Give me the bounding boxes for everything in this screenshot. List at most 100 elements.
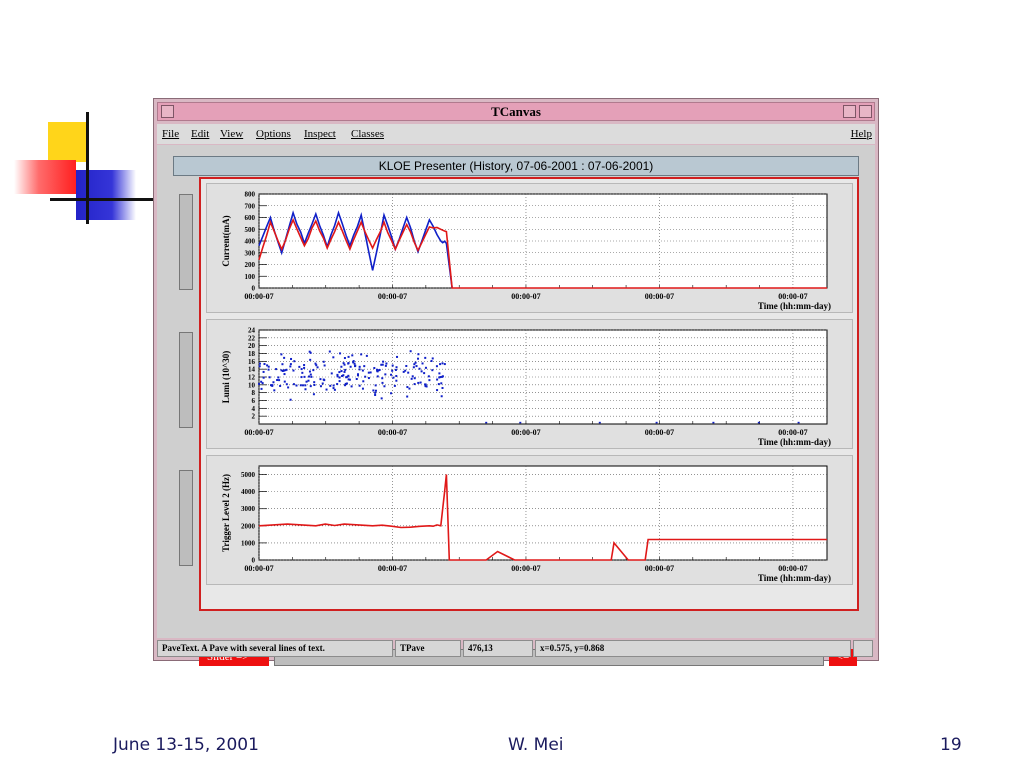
data-point bbox=[299, 384, 302, 387]
menu-edit[interactable]: Edit bbox=[191, 128, 210, 140]
menu-options[interactable]: Options bbox=[256, 128, 291, 140]
series-line bbox=[258, 217, 827, 289]
data-point bbox=[347, 362, 350, 365]
data-point bbox=[405, 364, 408, 367]
data-point bbox=[431, 357, 434, 360]
data-point bbox=[285, 368, 288, 371]
data-point bbox=[355, 377, 358, 380]
decor-blue-square bbox=[76, 170, 136, 220]
window-menu-button[interactable] bbox=[161, 105, 174, 118]
data-point bbox=[263, 363, 266, 366]
data-point bbox=[307, 375, 310, 378]
data-point bbox=[260, 387, 263, 390]
y-tick-label: 20 bbox=[248, 342, 256, 350]
decor-horizontal-line bbox=[50, 198, 154, 201]
data-point bbox=[436, 389, 439, 392]
trigger-chart: 00:00-07 00:00-07 00:00-07 00:00-07 00:00-07… bbox=[221, 465, 831, 583]
data-point bbox=[344, 368, 347, 371]
trigger-pad[interactable]: 00:00-07 00:00-07 00:00-07 00:00-07 00:00-07… bbox=[206, 455, 853, 585]
data-point bbox=[365, 354, 368, 357]
data-point bbox=[315, 364, 318, 367]
data-point bbox=[289, 365, 292, 368]
pad-slider-3[interactable] bbox=[179, 470, 193, 566]
x-tick-label: 00:00-07 bbox=[511, 292, 540, 301]
data-point bbox=[261, 382, 264, 385]
data-point bbox=[424, 385, 427, 388]
data-point bbox=[406, 386, 409, 389]
data-point bbox=[314, 362, 317, 365]
data-point bbox=[273, 389, 276, 392]
data-point bbox=[285, 383, 288, 386]
data-point bbox=[390, 373, 393, 376]
data-point bbox=[266, 364, 269, 367]
data-point bbox=[420, 370, 423, 373]
data-point bbox=[425, 385, 428, 388]
data-point bbox=[415, 365, 418, 368]
resize-grip-icon[interactable] bbox=[853, 640, 873, 657]
data-point bbox=[354, 365, 357, 368]
data-point bbox=[367, 377, 370, 380]
data-point bbox=[348, 378, 351, 381]
data-point bbox=[275, 368, 278, 371]
data-point bbox=[369, 371, 372, 374]
data-point bbox=[333, 388, 336, 391]
lumi-pad[interactable]: 00:00-07 00:00-07 00:00-07 00:00-07 00:00-07… bbox=[206, 319, 853, 449]
data-point bbox=[300, 376, 303, 379]
data-point bbox=[712, 421, 715, 424]
y-tick-label: 4000 bbox=[241, 488, 256, 496]
data-point bbox=[313, 381, 316, 384]
data-point bbox=[347, 378, 350, 381]
data-point bbox=[362, 380, 365, 383]
decor-red-square bbox=[14, 160, 76, 194]
data-point bbox=[281, 369, 284, 372]
data-point bbox=[336, 373, 339, 376]
data-point bbox=[345, 376, 348, 379]
data-point bbox=[305, 380, 308, 383]
y-tick-label: 14 bbox=[248, 366, 256, 374]
data-point bbox=[356, 374, 359, 377]
data-point bbox=[417, 381, 420, 384]
data-point bbox=[436, 378, 439, 381]
data-point bbox=[304, 384, 307, 387]
data-point bbox=[391, 364, 394, 367]
x-tick-label: 00:00-07 bbox=[244, 564, 273, 573]
x-tick-label: 00:00-07 bbox=[778, 564, 807, 573]
data-point bbox=[361, 387, 364, 390]
data-point bbox=[283, 380, 286, 383]
data-point bbox=[424, 356, 427, 359]
data-point bbox=[262, 370, 265, 373]
x-tick-label: 00:00-07 bbox=[778, 292, 807, 301]
data-point bbox=[419, 381, 422, 384]
data-point bbox=[298, 365, 301, 368]
data-point bbox=[393, 384, 396, 387]
pad-slider-1[interactable] bbox=[179, 194, 193, 290]
x-tick-label: 00:00-07 bbox=[645, 292, 674, 301]
series-line bbox=[258, 474, 827, 561]
data-point bbox=[345, 382, 348, 385]
data-point bbox=[655, 421, 658, 424]
x-axis-label: Time (hh:mm-day) bbox=[758, 573, 831, 583]
lumi-chart: 00:00-07 00:00-07 00:00-07 00:00-07 00:00-07… bbox=[221, 327, 831, 448]
minimize-button[interactable] bbox=[843, 105, 856, 118]
y-tick-label: 800 bbox=[245, 191, 256, 199]
plots-frame: 00:00-07 00:00-07 00:00-07 00:00-07 00:00-07… bbox=[199, 177, 859, 611]
x-tick-label: 00:00-07 bbox=[511, 564, 540, 573]
data-point bbox=[351, 354, 354, 357]
data-point bbox=[385, 362, 388, 365]
data-point bbox=[303, 364, 306, 367]
window-titlebar[interactable]: TCanvas bbox=[157, 102, 875, 121]
y-axis-label: Trigger Level 2 (Hz) bbox=[221, 474, 231, 552]
data-point bbox=[258, 382, 261, 385]
data-point bbox=[277, 376, 280, 379]
data-point bbox=[358, 365, 361, 368]
data-point bbox=[519, 421, 522, 424]
menu-view[interactable]: View bbox=[220, 128, 244, 140]
menu-file[interactable]: File bbox=[162, 128, 180, 140]
menu-help[interactable]: Help bbox=[850, 128, 872, 140]
maximize-button[interactable] bbox=[859, 105, 872, 118]
pad-slider-2[interactable] bbox=[179, 332, 193, 428]
menu-inspect[interactable]: Inspect bbox=[304, 128, 336, 140]
current-pad[interactable]: 00:00-07 00:00-07 00:00-07 00:00-07 00:00-07… bbox=[206, 183, 853, 313]
menu-classes[interactable]: Classes bbox=[351, 128, 384, 140]
presenter-header[interactable]: KLOE Presenter (History, 07-06-2001 : 07… bbox=[173, 156, 859, 176]
